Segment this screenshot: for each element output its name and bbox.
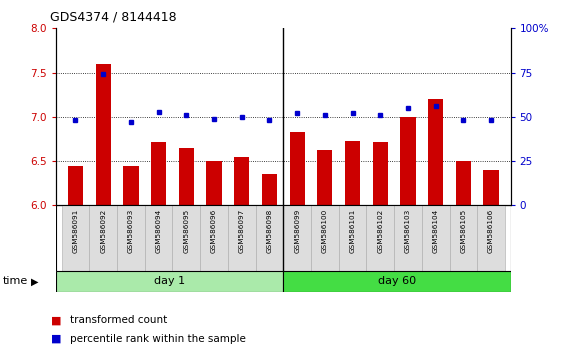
Text: GSM586093: GSM586093 [128, 209, 134, 253]
Bar [234, 157, 249, 205]
Text: GSM586106: GSM586106 [488, 209, 494, 253]
Bar [200, 205, 228, 271]
Bar [68, 166, 83, 205]
Text: GSM586102: GSM586102 [378, 209, 383, 253]
Bar [228, 205, 256, 271]
Text: GSM586092: GSM586092 [100, 209, 106, 253]
Text: transformed count: transformed count [70, 315, 167, 325]
Bar [172, 205, 200, 271]
Text: GSM586095: GSM586095 [183, 209, 189, 253]
Bar [456, 161, 471, 205]
Text: GSM586091: GSM586091 [72, 209, 79, 253]
Bar [366, 205, 394, 271]
Text: time: time [3, 276, 28, 286]
Bar [401, 117, 416, 205]
Bar [484, 170, 499, 205]
Text: GSM586097: GSM586097 [239, 209, 245, 253]
Bar [206, 161, 222, 205]
Bar [345, 141, 360, 205]
Bar [117, 205, 145, 271]
Text: ▶: ▶ [31, 276, 38, 286]
Text: GSM586103: GSM586103 [405, 209, 411, 253]
Text: GSM586101: GSM586101 [350, 209, 356, 253]
Bar [283, 271, 511, 292]
Text: GSM586098: GSM586098 [266, 209, 273, 253]
Bar [95, 64, 111, 205]
Bar [449, 205, 477, 271]
Text: ■: ■ [50, 315, 61, 325]
Text: GSM586094: GSM586094 [155, 209, 162, 253]
Bar [123, 166, 139, 205]
Text: GSM586099: GSM586099 [294, 209, 300, 253]
Text: day 1: day 1 [154, 276, 185, 286]
Bar [179, 148, 194, 205]
Bar [62, 205, 89, 271]
Bar [477, 205, 505, 271]
Bar [311, 205, 339, 271]
Bar [394, 205, 422, 271]
Text: day 60: day 60 [378, 276, 416, 286]
Bar [428, 99, 443, 205]
Bar [318, 150, 333, 205]
Text: GDS4374 / 8144418: GDS4374 / 8144418 [50, 10, 177, 23]
Bar [256, 205, 283, 271]
Bar [151, 142, 166, 205]
Bar [422, 205, 449, 271]
Text: GSM586096: GSM586096 [211, 209, 217, 253]
Bar [56, 271, 283, 292]
Bar [373, 142, 388, 205]
Bar [145, 205, 172, 271]
Bar [283, 205, 311, 271]
Bar [339, 205, 366, 271]
Bar [89, 205, 117, 271]
Text: ■: ■ [50, 334, 61, 344]
Text: percentile rank within the sample: percentile rank within the sample [70, 334, 246, 344]
Bar [289, 132, 305, 205]
Text: GSM586100: GSM586100 [322, 209, 328, 253]
Text: GSM586104: GSM586104 [433, 209, 439, 253]
Text: GSM586105: GSM586105 [461, 209, 466, 253]
Bar [262, 175, 277, 205]
